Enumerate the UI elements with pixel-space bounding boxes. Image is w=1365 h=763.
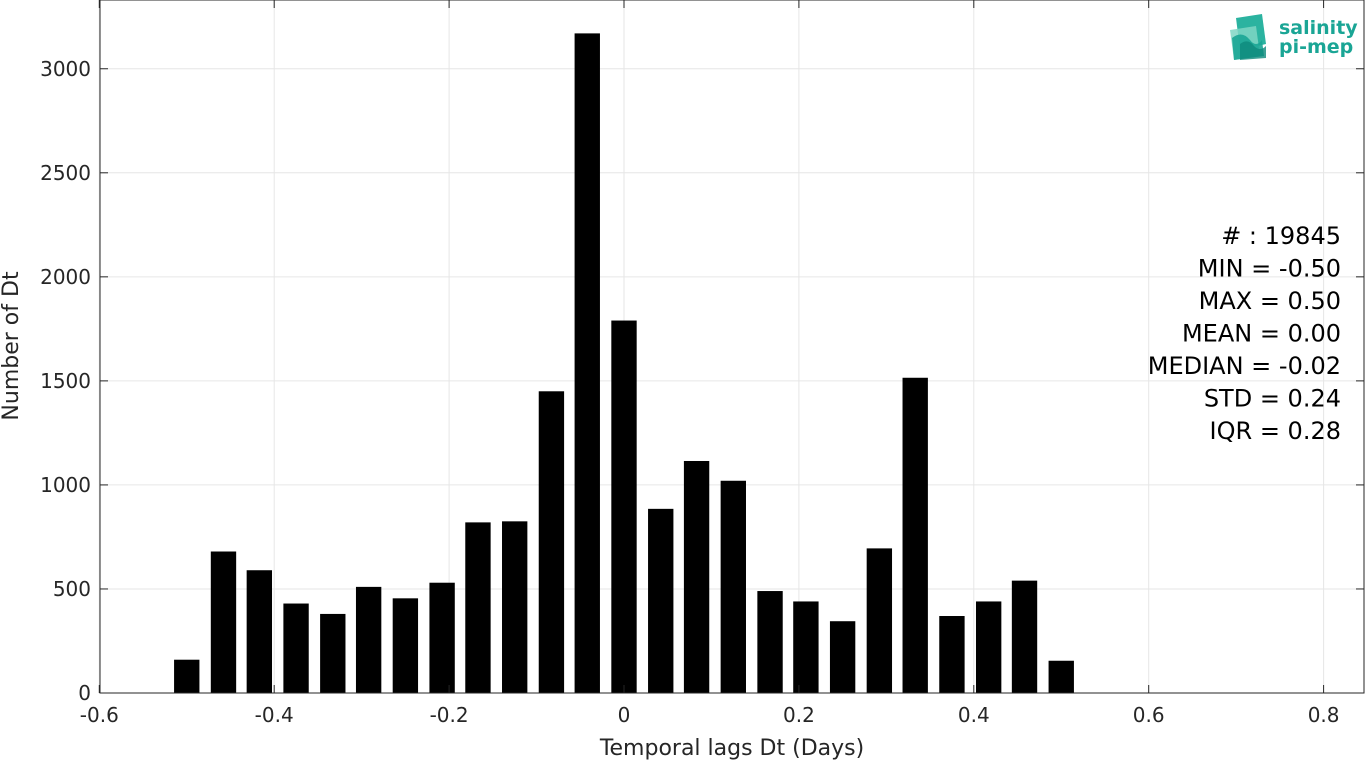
histogram-bar	[392, 598, 419, 693]
histogram-bar	[720, 480, 746, 693]
histogram-bar	[174, 659, 200, 693]
y-axis-label: Number of Dt	[0, 271, 24, 421]
stat-line: MIN = -0.50	[1198, 255, 1341, 283]
histogram-bar	[1048, 660, 1074, 693]
y-tick-label: 0	[78, 681, 91, 705]
histogram-bar	[574, 33, 600, 693]
histogram-bar	[829, 621, 856, 693]
histogram-bar	[355, 586, 382, 693]
y-axis-ticks: 0 500 1000 1500 2000 2500 3000	[40, 57, 1364, 705]
stat-line: STD = 0.24	[1204, 385, 1341, 413]
x-tick-label: -0.2	[430, 703, 469, 727]
y-tick-label: 1500	[40, 369, 91, 393]
histogram-bar	[611, 320, 637, 693]
y-tick-label: 500	[53, 577, 91, 601]
stat-line: MEDIAN = -0.02	[1148, 352, 1341, 380]
logo-text-pi-mep: pi-mep	[1279, 36, 1353, 58]
x-tick-label: 0	[618, 703, 631, 727]
histogram-bar	[283, 603, 309, 693]
x-tick-label: 0.8	[1308, 703, 1340, 727]
stat-line: MEAN = 0.00	[1182, 320, 1341, 348]
stat-line: IQR = 0.28	[1210, 417, 1341, 445]
stat-line: # : 19845	[1221, 222, 1341, 250]
statistics-annotation: # : 19845 MIN = -0.50 MAX = 0.50 MEAN = 0.0…	[1148, 222, 1341, 445]
y-tick-label: 3000	[40, 57, 91, 81]
x-axis-label: Temporal lags Dt (Days)	[599, 736, 864, 761]
x-tick-label: 0.4	[958, 703, 990, 727]
y-tick-label: 2000	[40, 265, 91, 289]
salinity-pi-mep-logo: salinity pi-mep	[1230, 14, 1358, 60]
histogram-bar	[902, 377, 928, 693]
histogram-bar	[465, 522, 491, 693]
x-tick-label: -0.4	[255, 703, 294, 727]
histogram-bar	[1011, 580, 1038, 693]
histogram-bar	[210, 551, 237, 693]
histogram-bar	[793, 601, 819, 693]
logo-text-salinity: salinity	[1279, 17, 1358, 39]
histogram-bar	[320, 613, 346, 693]
histogram-bar	[246, 570, 273, 693]
y-tick-label: 2500	[40, 161, 91, 185]
histogram-bar	[939, 616, 965, 693]
stat-line: MAX = 0.50	[1199, 287, 1341, 315]
histogram-bar	[429, 582, 455, 693]
histogram-bar	[538, 391, 565, 693]
histogram-bar	[866, 548, 893, 693]
histogram-bar	[683, 460, 710, 693]
x-tick-label: 0.6	[1133, 703, 1165, 727]
histogram-bar	[648, 508, 674, 693]
bar-series	[174, 33, 1074, 693]
wave-logo-icon	[1230, 14, 1266, 60]
x-tick-label: -0.6	[80, 703, 119, 727]
plot-frame	[99, 0, 1365, 694]
x-tick-label: 0.2	[783, 703, 815, 727]
histogram-bar	[975, 601, 1002, 693]
histogram-bar	[502, 521, 528, 693]
y-tick-label: 1000	[40, 473, 91, 497]
histogram-bar	[757, 591, 783, 693]
x-axis-ticks: -0.6 -0.4 -0.2 0 0.2 0.4 0.6 0.8	[80, 0, 1340, 727]
